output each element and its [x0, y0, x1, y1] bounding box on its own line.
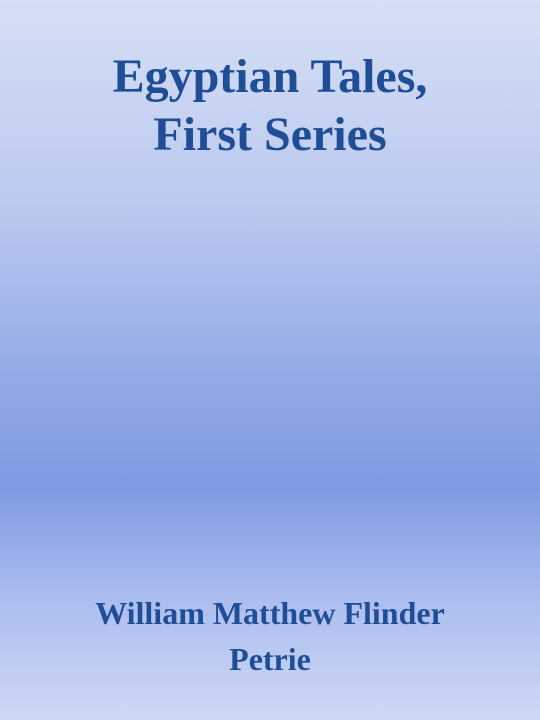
- book-title-line-1: Egyptian Tales,: [112, 50, 428, 103]
- book-author-line-1: William Matthew Flinder: [95, 595, 445, 631]
- book-author: William Matthew Flinder Petrie: [0, 590, 540, 682]
- book-title: Egyptian Tales, First Series: [0, 48, 540, 164]
- book-title-line-2: First Series: [153, 108, 387, 161]
- book-author-line-2: Petrie: [229, 641, 311, 677]
